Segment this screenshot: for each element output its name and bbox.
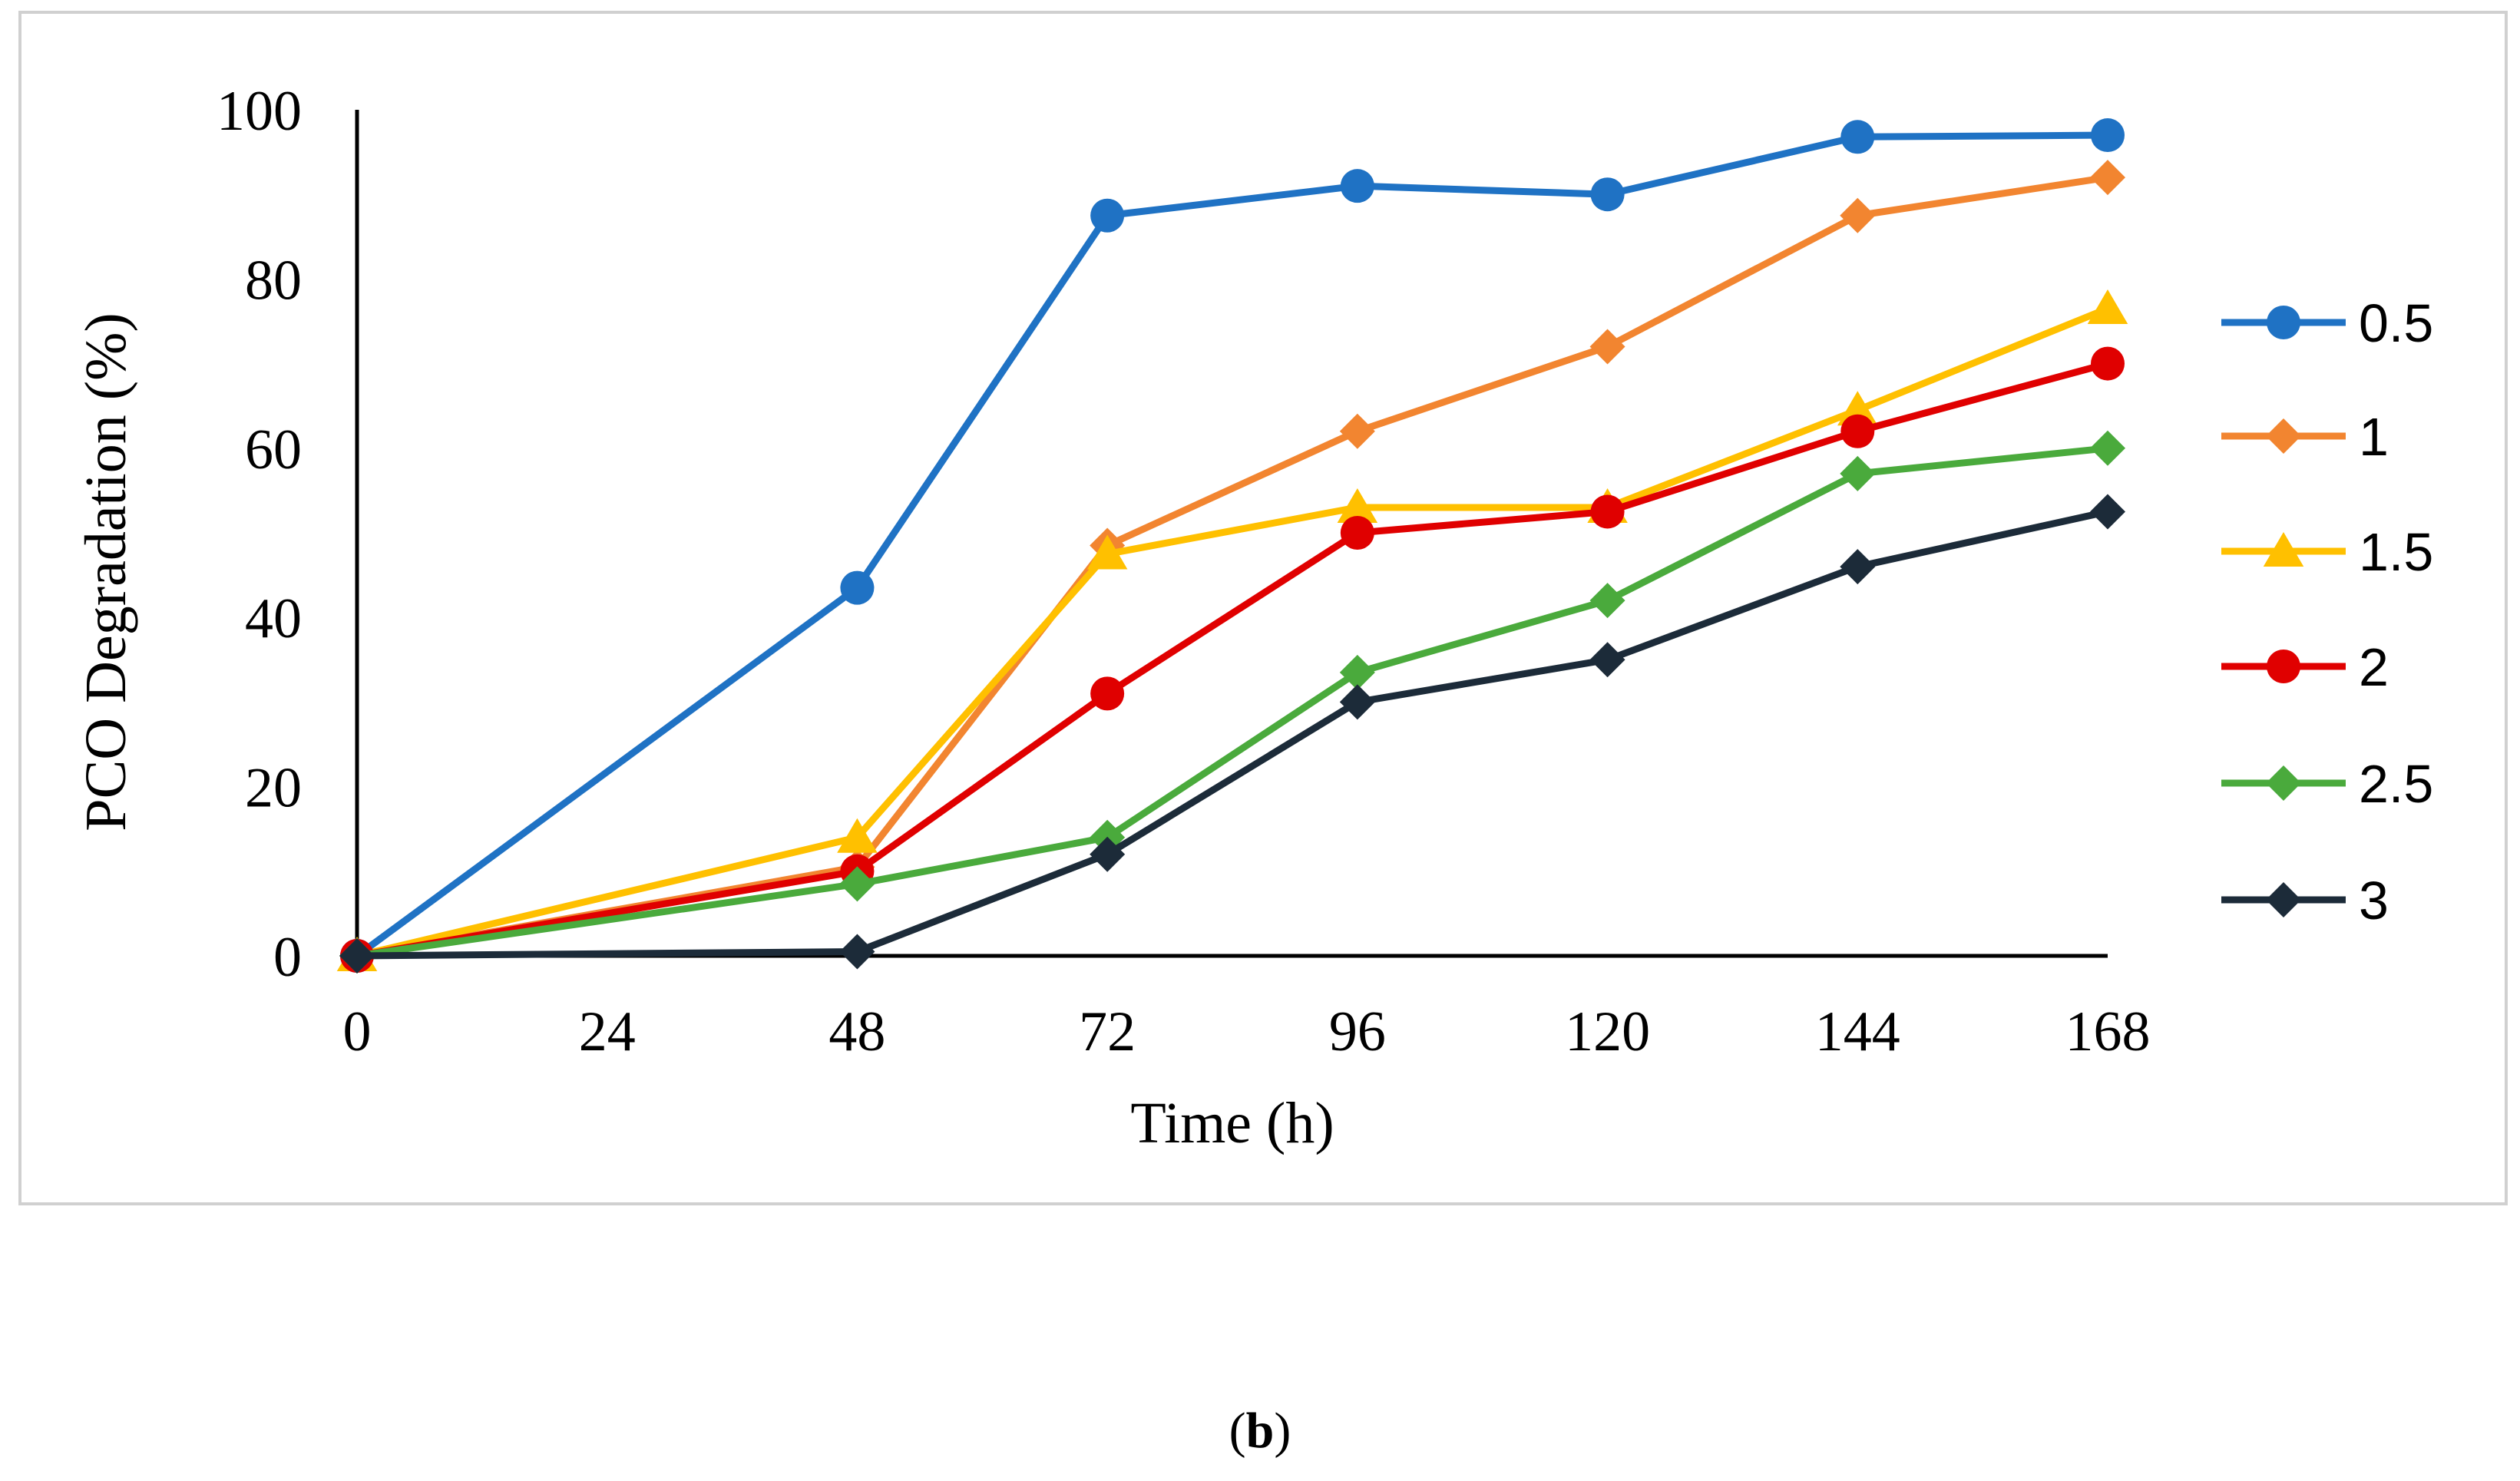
series-0.5 (340, 118, 2125, 973)
legend-item-0.5: 0.5 (2221, 293, 2433, 353)
y-tick-label: 20 (245, 757, 302, 820)
figure-caption: (b) (0, 1402, 2520, 1460)
legend-item-3: 3 (2221, 871, 2389, 931)
x-tick-labels: 0 24 48 72 96 120 144 168 (343, 1000, 2151, 1063)
legend-marker (2267, 650, 2300, 683)
y-axis-title: PCO Degradation (%) (74, 312, 138, 831)
data-point (1339, 413, 1375, 449)
data-point (1590, 494, 1625, 529)
caption-open-paren: ( (1229, 1403, 1246, 1459)
x-tick-label: 0 (343, 1000, 372, 1063)
series-2 (340, 346, 2125, 973)
x-tick-label: 168 (2065, 1000, 2151, 1063)
x-axis-title: Time (h) (1130, 1091, 1334, 1155)
data-point (837, 818, 878, 853)
data-point (1840, 414, 1875, 448)
data-point (1090, 836, 1126, 872)
legend-marker (2267, 306, 2300, 339)
data-point (2090, 430, 2125, 466)
series-line (353, 445, 2112, 960)
y-tick-label: 80 (245, 249, 302, 312)
x-tick-label: 96 (1329, 1000, 1386, 1063)
data-point (2091, 118, 2125, 153)
y-tick-label: 40 (245, 587, 302, 650)
legend-marker (2266, 882, 2301, 917)
series-group (336, 118, 2128, 974)
data-point (1840, 120, 1875, 154)
legend-label: 2.5 (2359, 754, 2433, 814)
data-point (1337, 488, 1378, 523)
data-point (1340, 516, 1374, 550)
legend-item-1.5: 1.5 (2221, 522, 2433, 582)
y-tick-labels: 0 20 40 60 80 100 (217, 80, 302, 989)
data-point (2090, 494, 2125, 530)
data-point (1339, 684, 1375, 720)
legend-item-2: 2 (2221, 637, 2389, 697)
x-tick-label: 72 (1079, 1000, 1136, 1063)
series-line (353, 507, 2112, 960)
y-tick-label: 0 (273, 926, 302, 989)
data-point (1589, 329, 1625, 365)
series-2.5 (339, 430, 2125, 974)
legend-label: 3 (2359, 871, 2389, 931)
data-point (1589, 642, 1625, 678)
legend-item-1: 1 (2221, 407, 2389, 467)
data-point (1840, 455, 1876, 491)
legend-label: 1 (2359, 407, 2389, 467)
data-point (1590, 177, 1625, 212)
x-tick-label: 120 (1565, 1000, 1650, 1063)
caption-panel-letter: b (1245, 1403, 1275, 1459)
series-line (353, 305, 2112, 960)
data-point (1090, 198, 1125, 233)
data-point (2090, 160, 2125, 196)
data-point (1840, 549, 1876, 585)
legend-label: 1.5 (2359, 522, 2433, 582)
legend-marker (2263, 532, 2304, 567)
x-tick-label: 144 (1815, 1000, 1900, 1063)
x-tick-label: 48 (828, 1000, 885, 1063)
chart-frame (18, 11, 2508, 1205)
data-point (839, 866, 875, 902)
data-point (2091, 346, 2125, 381)
series-1.5 (336, 289, 2128, 971)
legend-marker (2266, 765, 2301, 801)
legend-item-2.5: 2.5 (2221, 754, 2433, 814)
data-point (1840, 197, 1876, 233)
data-point (1339, 654, 1375, 690)
y-tick-label: 60 (245, 418, 302, 481)
series-3 (339, 494, 2125, 974)
legend: 0.5 1 1.5 2 2.5 3 (2221, 293, 2433, 931)
data-point (839, 934, 875, 970)
data-point (339, 938, 375, 974)
data-point (2087, 289, 2128, 324)
data-point (1090, 676, 1125, 711)
legend-label: 2 (2359, 637, 2389, 697)
data-point (1837, 391, 1878, 426)
legend-marker (2266, 418, 2301, 454)
data-point (1086, 534, 1128, 570)
data-point (1589, 583, 1625, 619)
legend-label: 0.5 (2359, 293, 2433, 353)
data-point (1340, 169, 1374, 203)
series-line (353, 131, 2112, 960)
caption-close-paren: ) (1274, 1403, 1291, 1459)
data-point (840, 570, 875, 605)
series-line (353, 360, 2112, 960)
x-tick-label: 24 (579, 1000, 636, 1063)
y-tick-label: 100 (217, 80, 302, 143)
